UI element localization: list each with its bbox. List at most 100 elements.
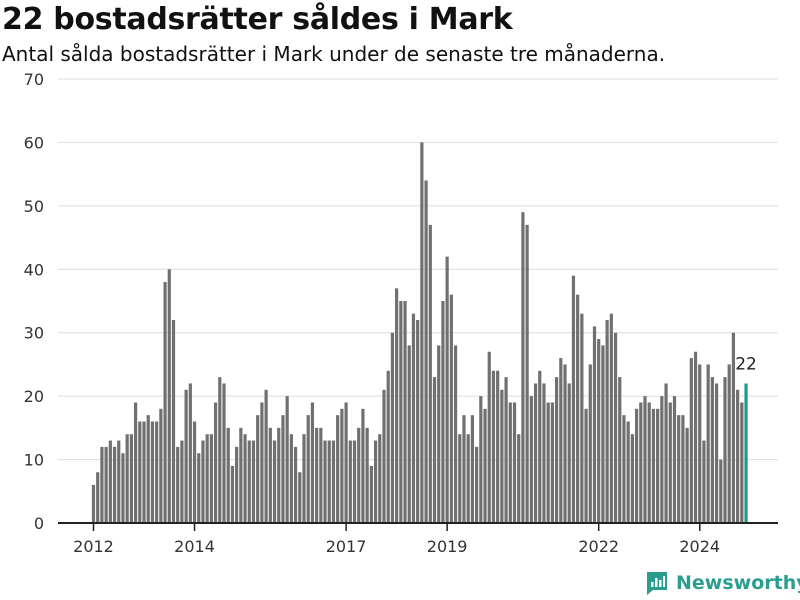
newsworthy-logo: Newsworthy xyxy=(644,570,800,596)
bar xyxy=(479,396,483,523)
bar xyxy=(437,345,441,523)
bar xyxy=(293,446,298,523)
bar xyxy=(171,320,176,523)
bar xyxy=(399,301,403,523)
bar xyxy=(521,212,525,523)
bar xyxy=(416,320,420,523)
bar xyxy=(605,320,609,523)
bar xyxy=(588,364,592,523)
bar xyxy=(567,383,571,523)
bar xyxy=(155,421,159,523)
y-tick-label: 0 xyxy=(34,514,44,533)
bar xyxy=(159,408,163,523)
bar xyxy=(609,313,613,523)
bar xyxy=(706,364,710,523)
bar xyxy=(533,383,538,523)
bar xyxy=(357,427,361,523)
bar xyxy=(559,358,563,523)
bar xyxy=(327,440,331,523)
bar xyxy=(420,142,424,523)
bar xyxy=(571,275,576,523)
bar xyxy=(395,288,399,523)
x-tick-label: 2017 xyxy=(326,537,367,556)
bar xyxy=(504,377,508,523)
bar xyxy=(462,415,466,523)
bar xyxy=(104,446,108,523)
bar xyxy=(542,383,546,523)
bar xyxy=(491,370,496,523)
bar xyxy=(378,434,382,523)
bar xyxy=(458,434,462,523)
bar xyxy=(592,326,597,523)
bar xyxy=(310,402,315,523)
bar xyxy=(268,427,272,523)
bar xyxy=(272,440,277,523)
bar xyxy=(525,224,529,523)
bar xyxy=(555,377,559,523)
brand-name: Newsworthy xyxy=(676,572,800,594)
bar xyxy=(150,421,155,523)
bar xyxy=(634,408,639,523)
bar xyxy=(323,440,327,523)
x-tick-label: 2014 xyxy=(174,537,215,556)
bar xyxy=(496,370,500,523)
bar xyxy=(289,434,293,523)
bar xyxy=(639,402,643,523)
bar xyxy=(344,402,348,523)
bar xyxy=(125,434,129,523)
bar xyxy=(361,408,365,523)
bar xyxy=(176,446,180,523)
bar xyxy=(352,440,357,523)
bar xyxy=(167,269,171,523)
bar xyxy=(382,389,386,523)
bar xyxy=(348,440,352,523)
bar xyxy=(163,281,167,523)
bar xyxy=(529,396,533,523)
bar xyxy=(302,434,306,523)
bar xyxy=(256,415,260,523)
x-tick-label: 2024 xyxy=(679,537,720,556)
bar xyxy=(685,427,689,523)
bar xyxy=(736,389,740,523)
bar xyxy=(550,402,554,523)
bar xyxy=(441,301,445,523)
bar xyxy=(714,383,719,523)
bar xyxy=(470,415,474,523)
bar xyxy=(243,434,247,523)
bar xyxy=(512,402,517,523)
bar xyxy=(197,453,201,523)
bar xyxy=(239,427,243,523)
bar xyxy=(230,465,235,523)
bar xyxy=(390,332,395,523)
bar xyxy=(403,301,407,523)
bar xyxy=(487,351,491,523)
x-tick-label: 2012 xyxy=(73,537,114,556)
bar xyxy=(702,440,706,523)
y-tick-label: 60 xyxy=(24,133,44,152)
bar xyxy=(369,465,373,523)
bar xyxy=(626,421,630,523)
bar xyxy=(209,434,213,523)
bar xyxy=(306,415,310,523)
bar xyxy=(546,402,550,523)
bar xyxy=(643,396,647,523)
bar xyxy=(315,427,319,523)
bar xyxy=(563,364,567,523)
bar xyxy=(319,427,323,523)
bar xyxy=(723,377,727,523)
bar xyxy=(689,358,693,523)
bar xyxy=(508,402,512,523)
highlight-bar xyxy=(744,383,748,523)
bar xyxy=(184,389,188,523)
bar xyxy=(373,440,378,523)
bar xyxy=(710,377,714,523)
bar xyxy=(96,472,100,523)
bar xyxy=(660,396,664,523)
bar xyxy=(584,408,588,523)
bar xyxy=(538,370,542,523)
bar xyxy=(235,446,239,523)
bar xyxy=(222,383,226,523)
bar xyxy=(226,427,230,523)
bar xyxy=(386,370,390,523)
highlight-value-label: 22 xyxy=(735,354,757,374)
